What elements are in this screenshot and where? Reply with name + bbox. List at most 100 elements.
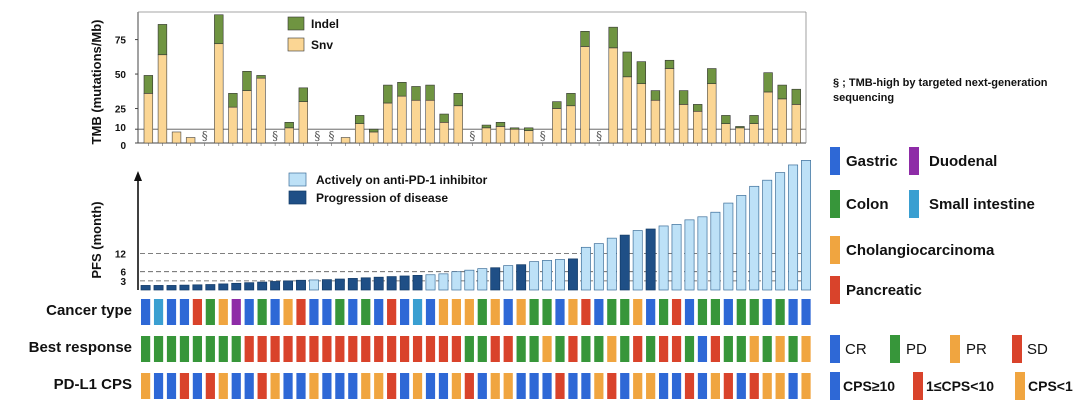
- tmb-chart: 75 50 25 10 0 TMB (mutations/Mb) § § § § § § § Indel S…: [89, 11, 807, 152]
- pfs-bar-active: [658, 225, 669, 291]
- cancer-type-cell: [620, 299, 630, 325]
- pfs-bar-active: [736, 195, 747, 291]
- best-response-cell: [723, 336, 733, 362]
- tmb-snv-bar: [284, 127, 294, 144]
- pfs-bar-progression: [619, 234, 630, 291]
- cancer-type-cell: [464, 299, 474, 325]
- pfs-bar-progression: [270, 281, 281, 291]
- tmb-snv-bar: [749, 123, 759, 144]
- cancer-type-cell: [141, 299, 151, 325]
- legend-swatch-gastric: [830, 147, 840, 175]
- best-response-cell: [322, 336, 332, 362]
- tmb-snv-bar: [523, 130, 534, 144]
- tmb-snv-bar: [228, 106, 238, 144]
- cancer-type-cell: [775, 299, 785, 325]
- pfs-y-axis-title: PFS (month): [89, 201, 104, 278]
- cancer-type-cell: [153, 299, 164, 325]
- tmb-ngs-marker: §: [272, 129, 278, 143]
- best-response-cell: [555, 336, 565, 362]
- pdl1-cps-cell: [542, 373, 552, 399]
- cancer-type-cell: [516, 299, 526, 325]
- tmb-snv-bar: [566, 105, 576, 144]
- pdl1-cps-cell: [283, 373, 293, 399]
- tmb-snv-bar: [157, 54, 168, 144]
- best-response-cell: [775, 336, 785, 362]
- legend-label-gastric: Gastric: [846, 153, 898, 170]
- pfs-y-tick-label: 12: [115, 249, 127, 260]
- pdl1-cps-cell: [646, 373, 656, 399]
- pdl1-cps-cell: [581, 373, 591, 399]
- best-response-cell: [710, 336, 720, 362]
- pfs-bar-progression: [192, 284, 203, 291]
- legend-label-cps-high: CPS≥10: [843, 378, 896, 394]
- tmb-indel-bar: [735, 126, 745, 129]
- cancer-type-cell: [671, 299, 682, 325]
- best-response-cell: [594, 336, 604, 362]
- pfs-bar-progression: [205, 284, 216, 291]
- tmb-indel-bar: [693, 104, 703, 112]
- tmb-indel-bar: [566, 93, 576, 107]
- tmb-y-tick-label: 50: [115, 70, 127, 81]
- pdl1-cps-cell: [322, 373, 332, 399]
- cancer-type-cell: [296, 299, 306, 325]
- pfs-bar-active: [580, 246, 591, 291]
- tmb-ngs-marker: §: [469, 129, 475, 143]
- legend-swatch-cholangiocarcinoma: [830, 236, 840, 264]
- pdl1-cps-cell: [503, 373, 513, 399]
- cancer-type-cell: [309, 299, 319, 325]
- cancer-type-cell: [788, 299, 798, 325]
- best-response-cell: [361, 336, 371, 362]
- legend-swatch-cps-mid: [913, 372, 923, 400]
- pfs-bar-active: [710, 211, 721, 291]
- pdl1-cps-cell: [244, 373, 254, 399]
- cancer-type-cell: [555, 299, 565, 325]
- best-response-cell: [296, 336, 306, 362]
- pdl1-cps-cell: [697, 373, 708, 399]
- tmb-snv-bar: [580, 46, 590, 144]
- pfs-bar-active: [762, 179, 773, 291]
- pdl1-cps-cell: [529, 373, 539, 399]
- best-response-cell: [801, 336, 811, 362]
- annotation-tracks: [141, 299, 811, 399]
- tmb-snv-bar: [354, 123, 365, 144]
- pdl1-cps-cell: [451, 373, 461, 399]
- pfs-bar-progression: [140, 285, 151, 291]
- best-response-cell: [633, 336, 643, 362]
- legend-swatch-pd: [890, 335, 900, 363]
- tmb-indel-bar: [664, 59, 675, 69]
- tmb-snv-bar: [763, 91, 773, 144]
- pfs-bar-active: [632, 230, 643, 291]
- tmb-indel-bar: [495, 122, 506, 127]
- cancer-type-cell: [218, 299, 228, 325]
- pdl1-cps-cell: [335, 373, 345, 399]
- pdl1-cps-cell: [192, 373, 202, 399]
- pfs-bar-active: [542, 260, 553, 291]
- pdl1-cps-cell: [361, 373, 371, 399]
- tmb-indel-bar: [749, 115, 759, 124]
- cancer-type-cell: [451, 299, 461, 325]
- tmb-indel-bar: [242, 70, 252, 91]
- pfs-bar-progression: [257, 281, 268, 291]
- pdl1-cps-cell: [568, 373, 578, 399]
- best-response-cell: [335, 336, 345, 362]
- cancer-type-cell: [581, 299, 591, 325]
- cancer-type-cell: [710, 299, 720, 325]
- pfs-bar-progression: [412, 275, 423, 291]
- tmb-indel-bar: [425, 84, 435, 101]
- pfs-bar-progression: [360, 277, 371, 291]
- pfs-bar-progression: [153, 285, 164, 291]
- tmb-legend-swatch-snv: [287, 37, 305, 52]
- pdl1-cps-cell: [749, 373, 759, 399]
- pdl1-cps-label: PD-L1 CPS: [53, 376, 132, 393]
- legend-label-small-intestine: Small intestine: [929, 196, 1035, 213]
- cancer-type-cell: [477, 299, 487, 325]
- pfs-bar-progression: [373, 276, 384, 291]
- pfs-bar-active: [425, 274, 436, 291]
- tmb-snv-bar: [481, 127, 492, 144]
- best-response-cell: [244, 336, 254, 362]
- pfs-bar-progression: [231, 282, 242, 291]
- pdl1-cps-cell: [490, 373, 500, 399]
- best-response-cell: [179, 336, 190, 362]
- tmb-snv-bar: [509, 128, 520, 144]
- cancer-type-cell: [205, 299, 215, 325]
